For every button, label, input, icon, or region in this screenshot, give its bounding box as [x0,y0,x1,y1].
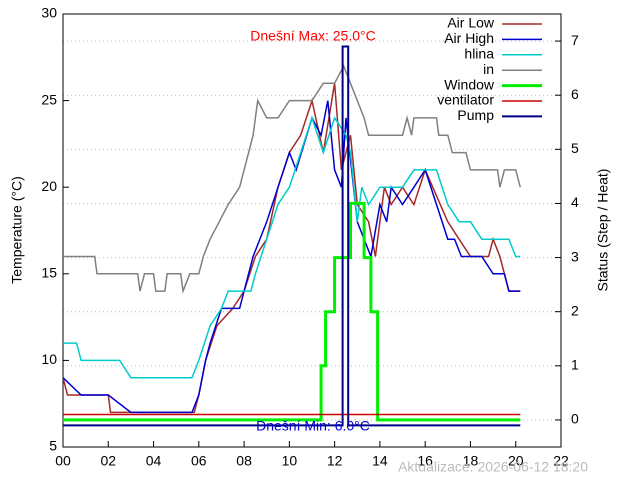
annotation-max: Dnešní Max: 25.0°C [250,28,375,44]
y-tick-label: 15 [41,265,57,281]
series-line [63,45,521,427]
y-tick-label: 20 [41,178,57,194]
annotation-min: Dnešní Min: 6.0°C [256,418,370,434]
y2-tick-label: 4 [571,194,579,210]
x-tick-label: 08 [236,453,252,469]
series-line [63,115,521,379]
legend-label: Air High [444,30,494,46]
series-line [62,100,521,414]
legend-label: in [483,61,494,77]
update-time: Aktualizace: 2026-06-12 18:20 [398,459,588,475]
y2-tick-label: 3 [571,248,579,264]
plot-frame [62,13,562,448]
x-tick-label: 06 [191,453,207,469]
legend-label: Air Low [447,15,495,31]
y2-axis-label: Status (Step / Heat) [595,169,611,292]
y2-tick-label: 0 [571,411,579,427]
x-tick-label: 12 [327,453,343,469]
x-tick-label: 02 [100,453,116,469]
y2-tick-label: 2 [571,302,579,318]
x-tick-label: 04 [146,453,162,469]
y2-tick-label: 1 [571,357,579,373]
legend-label: hlina [464,46,494,62]
x-tick-label: 20 [508,453,524,469]
y2-tick-label: 5 [571,140,579,156]
x-tick-label: 22 [553,453,569,469]
y2-tick-label: 6 [571,86,579,102]
x-tick-label: 10 [282,453,298,469]
x-tick-label: 00 [55,453,71,469]
y-tick-label: 30 [41,5,57,21]
x-tick-label: 14 [372,453,388,469]
legend-label: ventilator [437,92,494,108]
y2-tick-label: 7 [571,32,579,48]
y-axis-label: Temperature (°C) [9,176,25,284]
y-tick-label: 10 [41,351,57,367]
x-tick-label: 18 [463,453,479,469]
legend-label: Pump [457,107,494,123]
series-line [63,201,521,422]
series-line [63,64,522,295]
legend-label: Window [444,76,495,92]
y-tick-label: 25 [41,91,57,107]
y-tick-label: 5 [49,438,57,454]
x-tick-label: 16 [417,453,433,469]
